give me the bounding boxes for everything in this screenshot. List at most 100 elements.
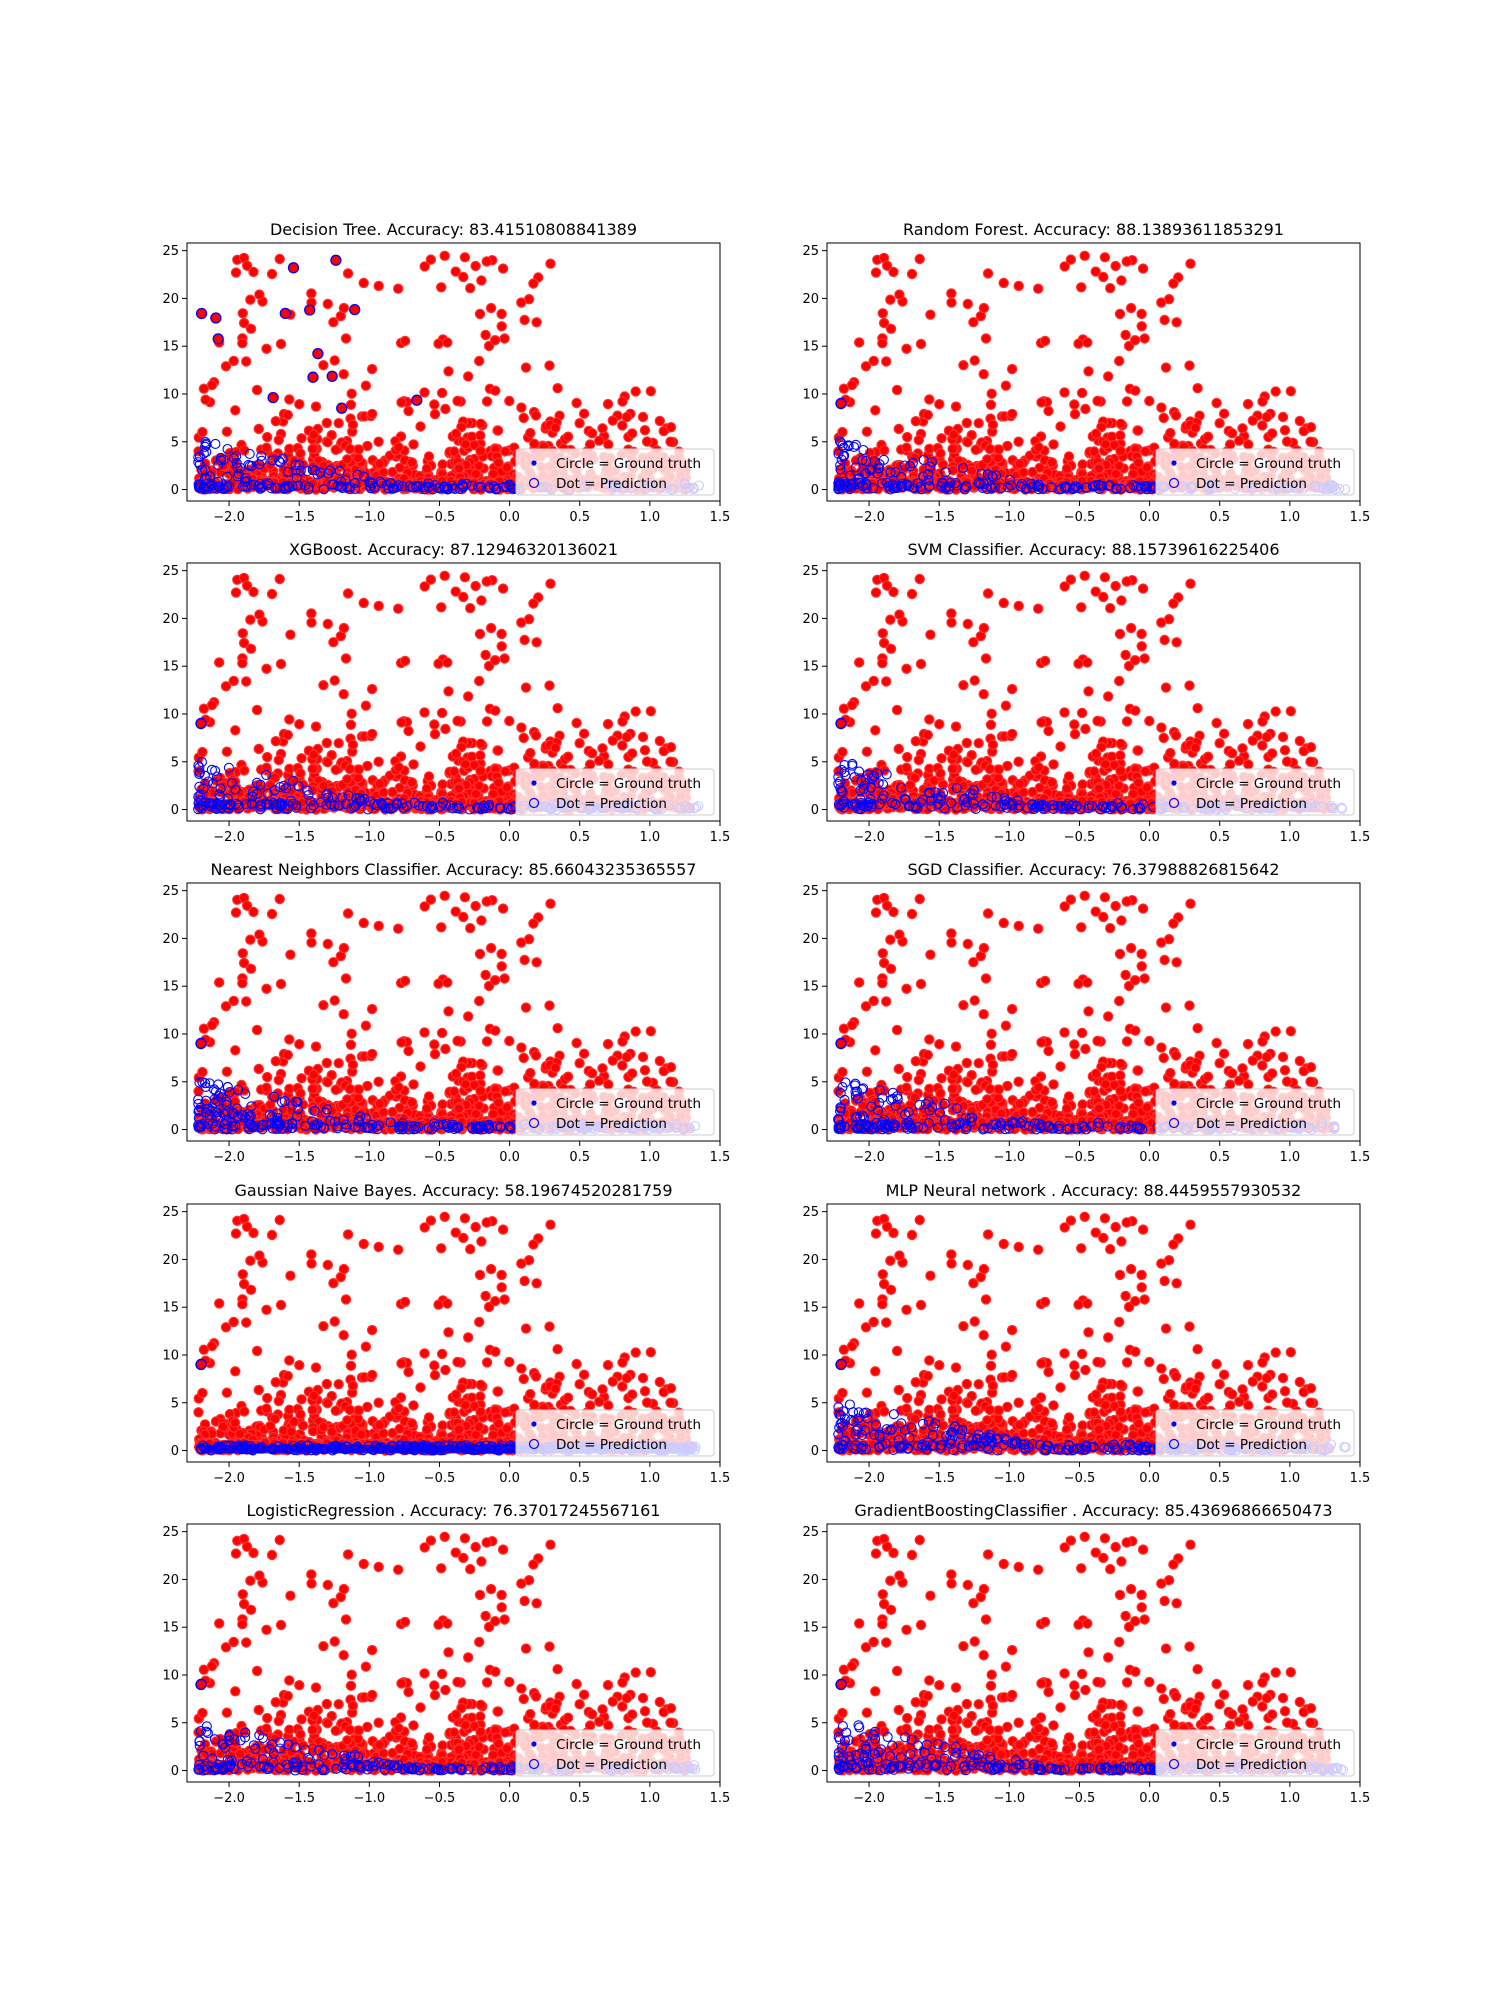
prediction-point (253, 481, 264, 492)
prediction-point (923, 469, 934, 480)
ground-truth-point (1106, 431, 1118, 442)
ground-truth-point (552, 383, 563, 394)
ground-truth-point (353, 764, 364, 775)
ground-truth-point (387, 466, 398, 478)
prediction-point (447, 803, 458, 814)
prediction-point (495, 803, 506, 814)
prediction-point (215, 455, 226, 466)
ground-truth-point (463, 371, 474, 382)
ground-truth-point (901, 442, 912, 453)
ground-truth-point (374, 778, 385, 790)
x-tick-label: 1.5 (710, 830, 731, 845)
ground-truth-point (262, 751, 273, 763)
ground-truth-point (574, 738, 585, 749)
prediction-point (261, 799, 272, 810)
ground-truth-point (973, 418, 984, 429)
ground-truth-point (436, 602, 447, 613)
prediction-point (283, 481, 294, 492)
ground-truth-point (396, 717, 407, 728)
ground-truth-point (1211, 717, 1222, 729)
ground-truth-point (1136, 308, 1147, 320)
ground-truth-point (1281, 436, 1293, 447)
ground-truth-point (322, 437, 333, 448)
ground-truth-point (961, 417, 973, 429)
ground-truth-point (275, 658, 287, 670)
ground-truth-point (1104, 603, 1116, 614)
ground-truth-point (607, 735, 619, 746)
prediction-point (836, 454, 847, 465)
ground-truth-point (1076, 707, 1088, 719)
ground-truth-point (1121, 576, 1132, 587)
prediction-point (206, 801, 217, 812)
ground-truth-point (396, 397, 407, 408)
x-tick-label: −1.5 (283, 510, 315, 525)
ground-truth-point (492, 745, 504, 756)
ground-truth-point (328, 637, 339, 648)
ground-truth-point (342, 588, 354, 599)
ground-truth-point (241, 260, 253, 271)
ground-truth-point (429, 399, 440, 410)
ground-truth-point (367, 408, 378, 420)
ground-truth-point (307, 763, 318, 775)
ground-truth-point (1224, 759, 1236, 770)
ground-truth-point (241, 580, 253, 591)
ground-truth-point (881, 356, 892, 367)
prediction-point (223, 762, 234, 773)
ground-truth-point (958, 680, 969, 691)
ground-truth-point (1140, 446, 1151, 457)
ground-truth-point (936, 433, 947, 444)
ground-truth-point (373, 756, 384, 767)
ground-truth-point (935, 448, 946, 459)
ground-truth-point (980, 333, 992, 344)
prediction-point (210, 312, 222, 324)
prediction-point (267, 455, 278, 466)
prediction-point (212, 333, 224, 345)
prediction-point (1125, 482, 1136, 494)
ground-truth-point (1115, 765, 1126, 777)
prediction-point (271, 799, 282, 810)
ground-truth-point (1061, 463, 1073, 474)
prediction-point (836, 437, 847, 449)
prediction-point (222, 471, 233, 482)
y-tick-label: 0 (171, 483, 179, 498)
ground-truth-point (443, 366, 454, 377)
ground-truth-point (347, 419, 359, 430)
ground-truth-point (947, 465, 959, 476)
ground-truth-point (1083, 686, 1094, 697)
ground-truth-point (1133, 457, 1144, 468)
prediction-point (915, 797, 926, 808)
prediction-point (362, 804, 374, 815)
ground-truth-point (1211, 397, 1222, 409)
ground-truth-point (910, 736, 922, 747)
ground-truth-point (1092, 395, 1103, 407)
prediction-point (323, 792, 334, 803)
prediction-point (194, 801, 205, 812)
ground-truth-point (973, 738, 984, 749)
ground-truth-point (500, 446, 511, 457)
y-tick-label: 5 (171, 435, 179, 450)
ground-truth-point (344, 763, 356, 775)
ground-truth-point (602, 398, 614, 410)
ground-truth-point (490, 705, 501, 716)
prediction-point (1015, 481, 1026, 492)
ground-truth-point (358, 277, 369, 289)
ground-truth-point (450, 428, 462, 439)
y-tick-label: 0 (811, 483, 819, 498)
prediction-point (223, 803, 234, 814)
ground-truth-point (998, 597, 1009, 609)
x-tick-label: 0.0 (499, 510, 520, 525)
prediction-point (885, 467, 896, 478)
ground-truth-point (284, 714, 295, 725)
prediction-point (195, 717, 207, 730)
prediction-point (836, 764, 847, 775)
ground-truth-point (578, 408, 590, 419)
ground-truth-point (1130, 385, 1141, 396)
ground-truth-point (473, 460, 485, 472)
ground-truth-point (1226, 428, 1238, 439)
prediction-point (308, 800, 319, 811)
ground-truth-point (1114, 308, 1126, 320)
ground-truth-point (475, 750, 486, 761)
ground-truth-point (627, 748, 638, 759)
ground-truth-point (1277, 411, 1289, 423)
prediction-point (385, 803, 396, 814)
